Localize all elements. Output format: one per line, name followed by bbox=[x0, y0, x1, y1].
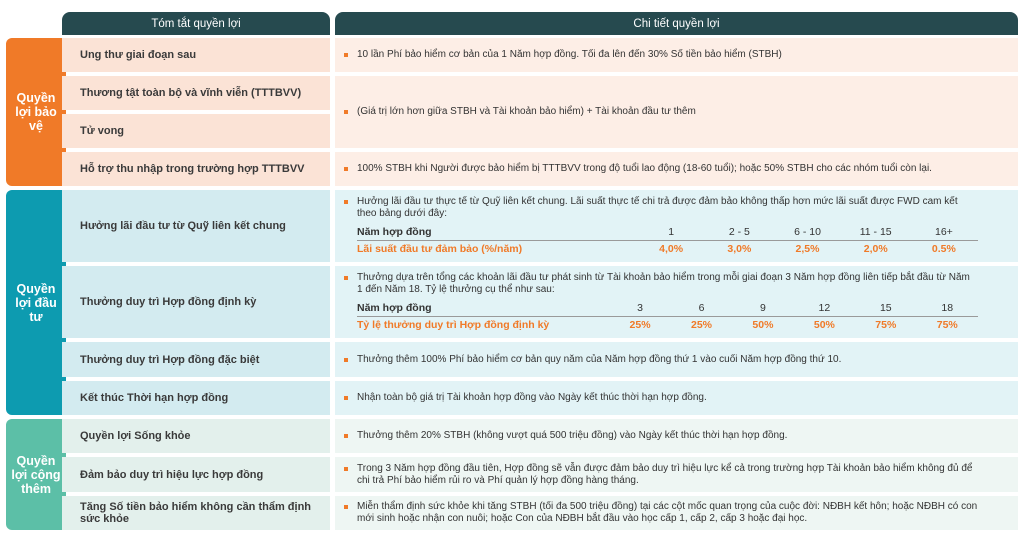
rate-table-value: 0.5% bbox=[931, 242, 956, 255]
rate-table-year: 6 bbox=[670, 299, 733, 317]
benefit-name: Đảm bảo duy trì hiệu lực hợp đồng bbox=[62, 457, 330, 492]
benefit-name: Ung thư giai đoạn sau bbox=[62, 38, 330, 72]
benefit-detail: Miễn thẩm định sức khỏe khi tăng STBH (t… bbox=[335, 496, 1018, 530]
category-label: Quyền lợi cộng thêm bbox=[6, 419, 66, 530]
benefit-detail: 100% STBH khi Người được bảo hiểm bị TTT… bbox=[335, 152, 1018, 186]
benefit-name: Thưởng duy trì Hợp đồng định kỳ bbox=[62, 266, 330, 338]
rate-table-year: 2 - 5 bbox=[705, 223, 774, 241]
rate-table-year: 9 bbox=[732, 299, 794, 317]
rate-table-value: 2,5% bbox=[795, 242, 820, 255]
rate-table-value: 25% bbox=[629, 318, 651, 331]
benefit-detail: Thưởng dựa trên tổng các khoản lãi đầu t… bbox=[335, 266, 1018, 338]
benefit-detail: Nhận toàn bộ giá trị Tài khoản hợp đồng … bbox=[335, 381, 1018, 415]
rate-table-value: 25% bbox=[690, 318, 712, 331]
benefit-detail: Trong 3 Năm hợp đồng đầu tiên, Hợp đồng … bbox=[335, 457, 1018, 492]
rate-table-year: 18 bbox=[916, 299, 978, 317]
benefit-detail-text: Hưởng lãi đầu tư thực tế từ Quỹ liên kết… bbox=[344, 196, 978, 220]
rate-table-value: 75% bbox=[875, 318, 897, 331]
rate-table-value-row: Tỷ lệ thưởng duy trì Hợp đồng định kỳ 25%… bbox=[357, 316, 978, 333]
benefit-detail-text: 10 lần Phí bảo hiểm cơ bản của 1 Năm hợp… bbox=[344, 49, 978, 61]
rate-table-header-row: Năm hợp đồng 3 6 9 12 15 18 bbox=[357, 299, 978, 317]
benefit-detail: (Giá trị lớn hơn giữa STBH và Tài khoản … bbox=[335, 76, 1018, 148]
benefit-name: Tăng Số tiền bảo hiểm không cần thẩm địn… bbox=[62, 496, 330, 530]
benefit-detail-text: Trong 3 Năm hợp đồng đầu tiên, Hợp đồng … bbox=[344, 463, 978, 487]
rate-table-year: 1 bbox=[637, 223, 706, 241]
rate-table: Năm hợp đồng 3 6 9 12 15 18 Tỷ lệ thưởng duy tr… bbox=[357, 299, 978, 333]
benefit-name: Quyền lợi Sống khỏe bbox=[62, 419, 330, 453]
benefit-name: Thưởng duy trì Hợp đồng đặc biệt bbox=[62, 342, 330, 377]
rate-table-header-label: Năm hợp đồng bbox=[357, 223, 638, 241]
rate-table-value: 3,0% bbox=[727, 242, 752, 255]
rate-table-header-label: Năm hợp đồng bbox=[357, 299, 610, 317]
category-label: Quyền lợi bảo vệ bbox=[6, 38, 66, 186]
rate-table-value-label: Lãi suất đầu tư đảm bảo (%/năm) bbox=[357, 242, 523, 255]
benefit-detail-text: Thưởng thêm 20% STBH (không vượt quá 500… bbox=[344, 430, 978, 442]
benefit-name: Thương tật toàn bộ và vĩnh viễn (TTTBVV) bbox=[62, 76, 330, 110]
benefit-detail: 10 lần Phí bảo hiểm cơ bản của 1 Năm hợp… bbox=[335, 38, 1018, 72]
rate-table-year: 11 - 15 bbox=[841, 223, 910, 241]
benefit-name: Kết thúc Thời hạn hợp đồng bbox=[62, 381, 330, 415]
benefit-detail-text: Miễn thẩm định sức khỏe khi tăng STBH (t… bbox=[344, 501, 978, 524]
rate-table-value: 50% bbox=[752, 318, 774, 331]
rate-table-year: 15 bbox=[855, 299, 917, 317]
benefit-detail: Thưởng thêm 20% STBH (không vượt quá 500… bbox=[335, 419, 1018, 453]
rate-table-value-label: Tỷ lệ thưởng duy trì Hợp đồng định kỳ bbox=[357, 318, 550, 331]
benefit-name: Tử vong bbox=[62, 114, 330, 148]
benefit-detail-text: Thưởng dựa trên tổng các khoản lãi đầu t… bbox=[344, 272, 978, 296]
summary-column-header: Tóm tắt quyền lợi bbox=[62, 12, 330, 35]
rate-table-value: 50% bbox=[813, 318, 835, 331]
benefit-detail-text: Thưởng thêm 100% Phí bảo hiểm cơ bản quy… bbox=[344, 354, 978, 366]
benefit-detail-text: Nhận toàn bộ giá trị Tài khoản hợp đồng … bbox=[344, 392, 978, 404]
rate-table-year: 6 - 10 bbox=[773, 223, 842, 241]
benefit-detail: Hưởng lãi đầu tư thực tế từ Quỹ liên kết… bbox=[335, 190, 1018, 262]
details-column-header: Chi tiết quyền lợi bbox=[335, 12, 1018, 35]
rate-table-value: 75% bbox=[936, 318, 958, 331]
benefit-name: Hỗ trợ thu nhập trong trường hợp TTTBVV bbox=[62, 152, 330, 186]
rate-table-year: 3 bbox=[609, 299, 671, 317]
rate-table-value: 2,0% bbox=[863, 242, 888, 255]
benefit-detail: Thưởng thêm 100% Phí bảo hiểm cơ bản quy… bbox=[335, 342, 1018, 377]
benefit-name: Hưởng lãi đầu tư từ Quỹ liên kết chung bbox=[62, 190, 330, 262]
benefit-detail-text: (Giá trị lớn hơn giữa STBH và Tài khoản … bbox=[344, 106, 978, 118]
rate-table-value-row: Lãi suất đầu tư đảm bảo (%/năm) 4,0% 3,0% 2… bbox=[357, 240, 978, 257]
rate-table-value: 4,0% bbox=[659, 242, 684, 255]
benefit-detail-text: 100% STBH khi Người được bảo hiểm bị TTT… bbox=[344, 163, 978, 175]
rate-table-year: 12 bbox=[793, 299, 856, 317]
category-label: Quyền lợi đầu tư bbox=[6, 190, 66, 415]
rate-table-year: 16+ bbox=[909, 223, 978, 241]
